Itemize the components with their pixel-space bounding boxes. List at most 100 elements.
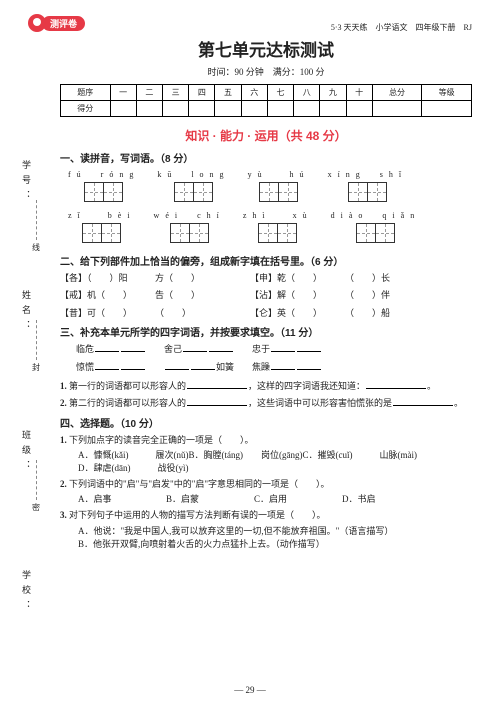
char-cell[interactable] xyxy=(348,182,368,202)
score-header: 八 xyxy=(294,85,320,101)
score-cell xyxy=(162,101,188,117)
score-header: 五 xyxy=(215,85,241,101)
mc-options: A．他说："我是中国人,我可以放弃这里的一切,但不能放弃祖国。"（语言描写）B．… xyxy=(60,524,472,550)
q2-item: 【昔】可（ ） xyxy=(60,306,155,320)
char-cell[interactable] xyxy=(103,182,123,202)
score-cell: 得分 xyxy=(61,101,111,117)
score-header: 三 xyxy=(162,85,188,101)
pinyin-text: zǐ bèi xyxy=(68,210,136,221)
page-number: ― 29 ― xyxy=(0,685,500,695)
pinyin-text: yù hú xyxy=(248,169,310,180)
mc-options: A．启事B．启蒙C．启用D．书启 xyxy=(60,492,472,505)
char-grid xyxy=(82,223,121,243)
q2-item: 【各】（ ）阳 xyxy=(60,271,155,285)
pinyin-text: kū long xyxy=(157,169,229,180)
pinyin-row-2: zǐ bèiwéi chízhì xùdiào qiǎn xyxy=(68,210,472,243)
pinyin-group: diào qiǎn xyxy=(331,210,421,243)
mc-option[interactable]: A．他说："我是中国人,我可以放弃这里的一切,但不能放弃祖国。"（语言描写） xyxy=(78,524,472,537)
binding-label: 学号： xyxy=(20,160,33,205)
series-text: 5·3 天天练 小学语文 四年级下册 RJ xyxy=(331,22,472,33)
binding-mark: 线 xyxy=(32,242,40,253)
score-header: 题序 xyxy=(61,85,111,101)
char-grid xyxy=(259,182,298,202)
char-grid xyxy=(84,182,123,202)
q2-item: 【戒】机（ ） xyxy=(60,288,155,302)
char-cell[interactable] xyxy=(193,182,213,202)
mc-option[interactable]: B．启蒙 xyxy=(166,492,254,505)
binding-mark: 封 xyxy=(32,362,40,373)
mc-option[interactable]: C．启用 xyxy=(254,492,342,505)
mc-option[interactable]: A．慷慨(kǎi) 履次(nǔ) xyxy=(78,448,188,461)
score-cell xyxy=(372,101,422,117)
char-cell[interactable] xyxy=(258,223,278,243)
binding-label: 姓名： xyxy=(20,290,33,335)
q2-line: 【昔】可（ ）（ ）【仑】英（ ）（ ）船 xyxy=(60,306,472,320)
char-cell[interactable] xyxy=(356,223,376,243)
mc-option[interactable]: A．启事 xyxy=(78,492,166,505)
char-cell[interactable] xyxy=(259,182,279,202)
mc-option[interactable]: B．胸膛(táng) 岗位(gāng) xyxy=(188,448,302,461)
score-header: 二 xyxy=(136,85,162,101)
q3-line1: 临危 舍己 忠于 xyxy=(60,342,472,357)
char-cell[interactable] xyxy=(170,223,190,243)
binding-label: 班级： xyxy=(20,430,33,475)
badge: 测评卷 xyxy=(28,14,85,32)
score-cell xyxy=(320,101,346,117)
q3-sub2: 2. 第二行的词语都可以形容人的，这些词语中可以形容害怕慌张的是。 xyxy=(60,396,472,410)
char-cell[interactable] xyxy=(84,182,104,202)
q1-heading: 一、读拼音，写词语。（8 分） xyxy=(60,150,472,165)
score-header: 九 xyxy=(320,85,346,101)
q2-item: 方（ ） xyxy=(155,271,250,285)
score-table: 题序一二三四五六七八九十总分等级 得分 xyxy=(60,84,472,117)
char-cell[interactable] xyxy=(82,223,102,243)
char-grid xyxy=(170,223,209,243)
char-grid xyxy=(356,223,395,243)
score-cell xyxy=(422,101,472,117)
mc-options: A．慷慨(kǎi) 履次(nǔ)B．胸膛(táng) 岗位(gāng)C．摧毁(… xyxy=(60,448,472,474)
score-cell xyxy=(215,101,241,117)
char-cell[interactable] xyxy=(367,182,387,202)
mc-question: 1. 下列加点字的读音完全正确的一项是（ ）。 xyxy=(60,433,472,447)
q2-block: 【各】（ ）阳方（ ）【申】乾（ ）（ ）长【戒】机（ ）告（ ）【沾】解（ ）… xyxy=(60,271,472,320)
test-page: 测评卷 5·3 天天练 小学语文 四年级下册 RJ 第七单元达标测试 时间：90… xyxy=(0,0,500,701)
char-cell[interactable] xyxy=(277,223,297,243)
mc-option[interactable]: C．摧毁(cuǐ) 山脉(mài) xyxy=(302,448,416,461)
q2-item: （ ）长 xyxy=(345,271,440,285)
q2-item: 告（ ） xyxy=(155,288,250,302)
mc-question: 3. 对下列句子中运用的人物的描写方法判断有误的一项是（ ）。 xyxy=(60,508,472,522)
binding-line xyxy=(36,320,37,360)
pinyin-text: diào qiǎn xyxy=(331,210,421,221)
char-cell[interactable] xyxy=(375,223,395,243)
char-cell[interactable] xyxy=(278,182,298,202)
mc-option[interactable]: B．他张开双臂,向喷射着火舌的火力点猛扑上去。（动作描写） xyxy=(78,537,472,550)
q2-item: 【仑】英（ ） xyxy=(250,306,345,320)
q3-sub1: 1. 第一行的词语都可以形容人的，这样的四字词语我还知道：。 xyxy=(60,379,472,393)
score-cell xyxy=(136,101,162,117)
q2-item: 【沾】解（ ） xyxy=(250,288,345,302)
pinyin-group: xíng shǐ xyxy=(328,169,408,202)
badge-label: 测评卷 xyxy=(42,16,85,31)
binding-line xyxy=(36,200,37,240)
char-cell[interactable] xyxy=(189,223,209,243)
pinyin-group: kū long xyxy=(157,169,229,202)
pinyin-text: xíng shǐ xyxy=(328,169,408,180)
pinyin-row-1: fú róng kū long yù hú xíng shǐ xyxy=(68,169,472,202)
score-cell xyxy=(189,101,215,117)
char-grid xyxy=(174,182,213,202)
mc-option[interactable]: D．肆虐(dān) 战役(yì) xyxy=(78,461,188,474)
pinyin-group: zhì xù xyxy=(243,210,313,243)
q2-item: （ ）伴 xyxy=(345,288,440,302)
score-header: 十 xyxy=(346,85,372,101)
q3-heading: 三、补充本单元所学的四字词语，并按要求填空。（11 分） xyxy=(60,324,472,339)
char-cell[interactable] xyxy=(101,223,121,243)
binding-label: 学校： xyxy=(20,570,33,615)
mc-option[interactable]: D．书启 xyxy=(342,492,430,505)
score-header: 六 xyxy=(241,85,267,101)
q2-line: 【戒】机（ ）告（ ）【沾】解（ ）（ ）伴 xyxy=(60,288,472,302)
q2-item: （ ）船 xyxy=(345,306,440,320)
score-header: 四 xyxy=(189,85,215,101)
char-cell[interactable] xyxy=(174,182,194,202)
score-header: 七 xyxy=(267,85,293,101)
subtitle: 时间：90 分钟 满分：100 分 xyxy=(60,65,472,78)
pinyin-group: fú róng xyxy=(68,169,139,202)
